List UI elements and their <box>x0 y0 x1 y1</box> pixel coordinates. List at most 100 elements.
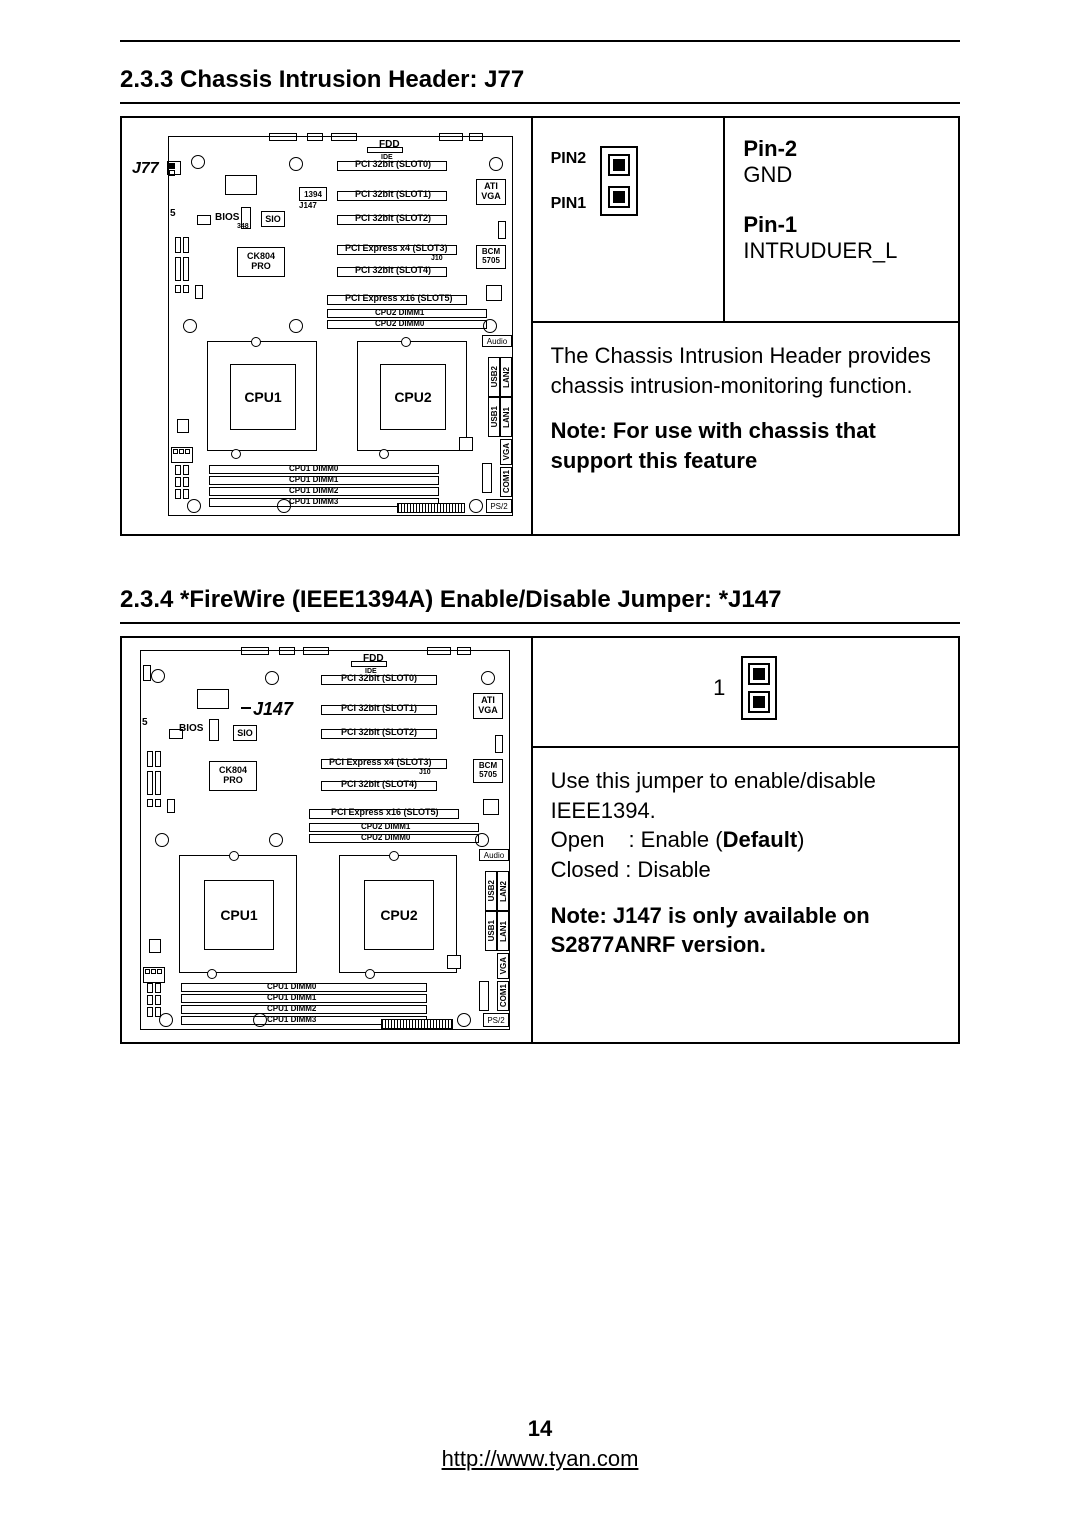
j10-label: J10 <box>431 255 443 262</box>
audio-port-2: Audio <box>479 849 509 861</box>
chip-348: 348 <box>237 223 249 230</box>
vbar-icon <box>155 751 161 767</box>
small-chip <box>498 221 506 239</box>
jumper-diagram: 1 <box>551 656 940 720</box>
vbar-icon <box>175 489 181 499</box>
fdd-conn <box>367 147 403 153</box>
slot4b: PCI 32bit (SLOT4) <box>341 779 417 789</box>
fanhole-icon <box>401 337 411 347</box>
lan2-label: LAN2 <box>502 367 511 388</box>
bios-label: BIOS <box>215 212 239 223</box>
small-chip <box>197 689 229 709</box>
mobo-outline: FDD IDE <box>168 136 513 516</box>
usb2-port: USB2 <box>488 357 500 397</box>
usb1-port: USB1 <box>488 397 500 437</box>
c2d1b: CPU2 DIMM1 <box>361 822 410 831</box>
sec2-open-tail: ) <box>797 827 804 852</box>
ck804-l2b: PRO <box>223 776 243 786</box>
pin1-group: Pin-1 INTRUDUER_L <box>743 212 940 264</box>
hole-icon <box>187 499 201 513</box>
bios-label-2: BIOS <box>179 723 203 734</box>
vbar-icon <box>147 1007 153 1017</box>
section-1-title: 2.3.3 Chassis Intrusion Header: J77 <box>120 66 960 94</box>
slot2-label: PCI 32bit (SLOT2) <box>355 213 431 223</box>
cpu1b: CPU1 <box>204 880 274 950</box>
lan1b: LAN1 <box>499 921 508 942</box>
bcm-l2: 5705 <box>482 257 500 266</box>
vbar-icon <box>147 995 153 1005</box>
pin2-label: PIN2 <box>551 150 587 168</box>
small-chip <box>479 981 489 1011</box>
hole-icon <box>481 671 495 685</box>
cpu2-socket: CPU2 <box>357 341 467 451</box>
pin-dot <box>185 449 190 454</box>
fanhole-icon <box>389 851 399 861</box>
j10b: J10 <box>419 769 431 776</box>
page-number: 14 <box>0 1416 1080 1442</box>
jumper-pin-bottom-icon <box>748 691 770 713</box>
slot5-label: PCI Express x16 (SLOT5) <box>345 293 453 303</box>
small-chip <box>483 799 499 815</box>
lan1-port-2: LAN1 <box>497 911 509 951</box>
vbar-icon <box>183 465 189 475</box>
pin-dot <box>179 449 184 454</box>
vbar-icon <box>147 751 153 767</box>
lan1-label: LAN1 <box>502 407 511 428</box>
top-conn <box>331 133 357 141</box>
chip-5-2: 5 <box>142 717 148 728</box>
hole-icon <box>469 499 483 513</box>
fanhole-icon <box>231 449 241 459</box>
top-conn <box>307 133 323 141</box>
lan2-port-2: LAN2 <box>497 871 509 911</box>
hatch-conn <box>397 503 465 513</box>
section1-note: Note: For use with chassis that support … <box>551 416 940 475</box>
mobo-diagram-2: FDD IDE <box>140 650 519 1030</box>
hole-icon <box>289 319 303 333</box>
slot3-label: PCI Express x4 (SLOT3) <box>345 243 448 253</box>
com1-port-2: COM1 <box>497 981 509 1011</box>
pin-dot <box>151 969 156 974</box>
cpu2-label: CPU2 <box>380 364 446 430</box>
small-chip <box>486 285 502 301</box>
hole-icon <box>289 157 303 171</box>
hole-icon <box>191 155 205 169</box>
vbar-icon <box>183 477 189 487</box>
hole-icon <box>489 157 503 171</box>
fanhole-icon <box>207 969 217 979</box>
lan1-port: LAN1 <box>500 397 512 437</box>
cpu1-socket-2: CPU1 <box>179 855 297 973</box>
top-conn <box>269 133 297 141</box>
top-conn <box>303 647 329 655</box>
small-chip <box>197 215 211 225</box>
small-chip <box>225 175 257 195</box>
pin2-group: Pin-2 GND <box>743 136 940 188</box>
ps2-port-2: PS/2 <box>483 1013 509 1027</box>
c1d1-label: CPU1 DIMM1 <box>289 475 338 484</box>
lan2b: LAN2 <box>499 881 508 902</box>
audio-label: Audio <box>487 337 507 346</box>
bcm-chip: BCM 5705 <box>476 245 506 269</box>
vbar-icon <box>175 285 181 293</box>
sio-chip: SIO <box>261 211 285 227</box>
small-chip <box>447 955 461 969</box>
bios-chip-2 <box>209 719 219 741</box>
footer-url: http://www.tyan.com <box>0 1446 1080 1472</box>
fanhole-icon <box>379 449 389 459</box>
slot2b: PCI 32bit (SLOT2) <box>341 727 417 737</box>
j77-small <box>143 665 151 681</box>
desc-cell-2: Use this jumper to enable/disable IEEE13… <box>532 747 959 1043</box>
j147-pointer <box>241 707 251 709</box>
j147-label: J147 <box>299 201 317 210</box>
top-conn <box>457 647 471 655</box>
ieee-chip: 1394 <box>299 187 327 201</box>
ck804-chip-2: CK804 PRO <box>209 761 257 791</box>
slot0b: PCI 32bit (SLOT0) <box>341 673 417 683</box>
ck804-chip: CK804 PRO <box>237 247 285 277</box>
section1-desc: The Chassis Intrusion Header provides ch… <box>551 341 940 400</box>
slot1-label: PCI 32bit (SLOT1) <box>355 189 431 199</box>
ati-l2: VGA <box>481 192 501 202</box>
pin1-label: PIN1 <box>551 195 587 213</box>
vgab: VGA <box>499 957 508 974</box>
small-chip <box>195 285 203 299</box>
hole-icon <box>159 1013 173 1027</box>
